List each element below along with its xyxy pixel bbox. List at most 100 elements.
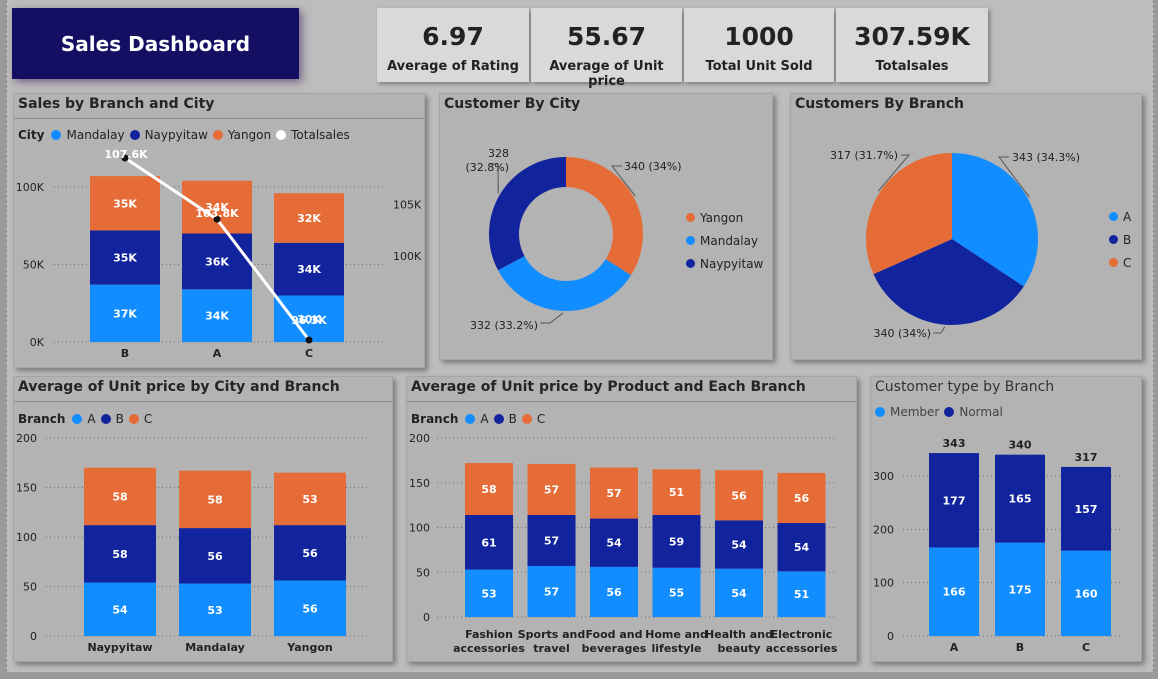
bar-segment — [182, 233, 252, 290]
data-label: 58 — [207, 493, 222, 506]
chart-legend: Branch A B C — [411, 412, 545, 426]
bar-segment — [90, 284, 160, 342]
legend-dot-icon — [686, 259, 695, 268]
data-label: 57 — [544, 585, 559, 598]
bar-segment — [84, 582, 156, 636]
chart-legend: City Mandalay Naypyitaw Yangon Totalsale… — [18, 128, 350, 142]
legend-item[interactable]: A — [480, 412, 489, 426]
y-tick-label: 300 — [873, 470, 894, 483]
kpi-card-units-sold[interactable]: 1000 Total Unit Sold — [684, 8, 834, 82]
legend-item[interactable]: Naypyitaw — [700, 256, 764, 271]
legend-item[interactable]: A — [1123, 209, 1132, 224]
data-label: 177 — [943, 494, 966, 507]
panel-customer-by-city[interactable]: Customer By City 340 (34%) 332 (33.2%) 328… — [439, 93, 773, 360]
pie-slice — [873, 239, 1024, 326]
leader-line — [610, 165, 636, 197]
pie-slice — [566, 157, 643, 276]
legend-item[interactable]: Member — [890, 405, 940, 419]
data-label: 56 — [606, 586, 622, 599]
legend-item[interactable]: C — [1123, 255, 1132, 270]
legend-item[interactable]: B — [508, 412, 517, 426]
y-tick-label: 50 — [416, 566, 430, 579]
x-tick-label: Fashion — [465, 628, 513, 641]
chart-title: Customer By City — [444, 96, 581, 112]
y-tick-label: 100 — [409, 522, 430, 535]
x-tick-label: B — [1016, 641, 1024, 654]
divider — [407, 401, 856, 402]
leader-line — [877, 154, 911, 192]
unit-price-city-chart-svg: 0 50 100 150 200 54 58 58 Naypyitaw 53 56 58 Mandala… — [16, 432, 369, 654]
bar-segment — [182, 180, 252, 234]
legend-item[interactable]: B — [1123, 232, 1132, 247]
kpi-value: 307.59K — [854, 22, 970, 51]
panel-customers-by-branch[interactable]: Customers By Branch 343 (34.3%) 340 (34%)… — [790, 93, 1142, 360]
panel-unit-price-product-branch[interactable]: Average of Unit price by Product and Eac… — [406, 376, 857, 662]
legend-dot-icon — [493, 414, 504, 424]
bar-segment — [1061, 466, 1111, 551]
kpi-card-rating[interactable]: 6.97 Average of Rating — [377, 8, 529, 82]
divider — [14, 118, 424, 119]
y-tick-label: 200 — [873, 523, 894, 536]
data-label: 56 — [207, 550, 223, 563]
data-label: 55 — [669, 586, 684, 599]
bar-segment — [715, 520, 763, 569]
bar-segment — [929, 547, 979, 636]
legend-item[interactable]: C — [143, 412, 153, 426]
y-tick-label: 50K — [23, 259, 45, 272]
customer-type-chart-svg: 0 100 200 300 166 177 343 A 175 165 340 B 160 157 317 C — [873, 437, 1121, 654]
bar-segment — [274, 472, 346, 526]
bar-segment — [527, 565, 576, 617]
legend-item[interactable]: Normal — [959, 405, 1003, 419]
legend-item[interactable]: Naypyitaw — [144, 128, 208, 142]
total-label: 317 — [1075, 451, 1098, 464]
data-label: 57 — [544, 534, 559, 547]
data-label: 61 — [481, 536, 496, 549]
legend-dot-icon — [276, 130, 287, 140]
legend-item[interactable]: Yangon — [700, 210, 744, 225]
bar-segment — [590, 518, 638, 567]
data-label: 56 — [302, 602, 318, 615]
kpi-card-total-sales[interactable]: 307.59K Totalsales — [836, 8, 988, 82]
data-label: 53 — [302, 493, 317, 506]
slice-label: 343 (34.3%) — [1012, 151, 1080, 164]
legend-item[interactable]: Yangon — [227, 128, 272, 142]
legend-item[interactable]: A — [87, 412, 96, 426]
bar-segment — [715, 568, 763, 617]
bar-segment — [179, 583, 251, 636]
y-tick-label: 0 — [30, 630, 37, 643]
bar-segment — [84, 525, 156, 583]
data-label: 32K — [297, 212, 321, 225]
panel-customer-type-branch[interactable]: Customer type by Branch Member Normal 0 1… — [870, 376, 1142, 662]
pie-slice — [952, 153, 1038, 287]
y-tick-label: 200 — [409, 432, 430, 445]
x-tick-label: C — [1082, 641, 1090, 654]
legend-item[interactable]: B — [115, 412, 124, 426]
slice-label: 332 (33.2%) — [470, 319, 538, 332]
chart-title: Average of Unit price by Product and Eac… — [411, 379, 806, 395]
legend-item[interactable]: Totalsales — [291, 128, 350, 142]
legend-item[interactable]: Mandalay — [700, 233, 759, 248]
data-label: 53 — [481, 587, 496, 600]
bar-segment — [465, 569, 513, 617]
legend-item[interactable]: Mandalay — [66, 128, 125, 142]
legend-dot-icon — [129, 130, 140, 140]
panel-sales-by-branch-city[interactable]: Sales by Branch and City City Mandalay N… — [13, 93, 425, 368]
y2-tick-label: 100K — [393, 250, 422, 263]
bar-segment — [715, 470, 763, 521]
x-tick-label: C — [305, 347, 313, 360]
data-label: 54 — [731, 587, 747, 600]
leader-line — [490, 163, 499, 194]
kpi-card-unit-price[interactable]: 55.67 Average of Unit price — [531, 8, 682, 89]
data-label: 51 — [794, 588, 809, 601]
data-label: 56 — [302, 547, 318, 560]
x-tick-label: Health and — [705, 628, 773, 641]
bar-segment — [995, 542, 1045, 636]
bar-segment — [274, 193, 344, 243]
x-tick-label: travel — [533, 642, 570, 655]
bar-segment — [182, 289, 252, 342]
legend-title: City — [18, 128, 45, 142]
panel-unit-price-city-branch[interactable]: Average of Unit price by City and Branch… — [13, 376, 393, 662]
data-label: 35K — [113, 252, 137, 265]
legend-item[interactable]: C — [536, 412, 546, 426]
bar-segment — [527, 463, 576, 515]
